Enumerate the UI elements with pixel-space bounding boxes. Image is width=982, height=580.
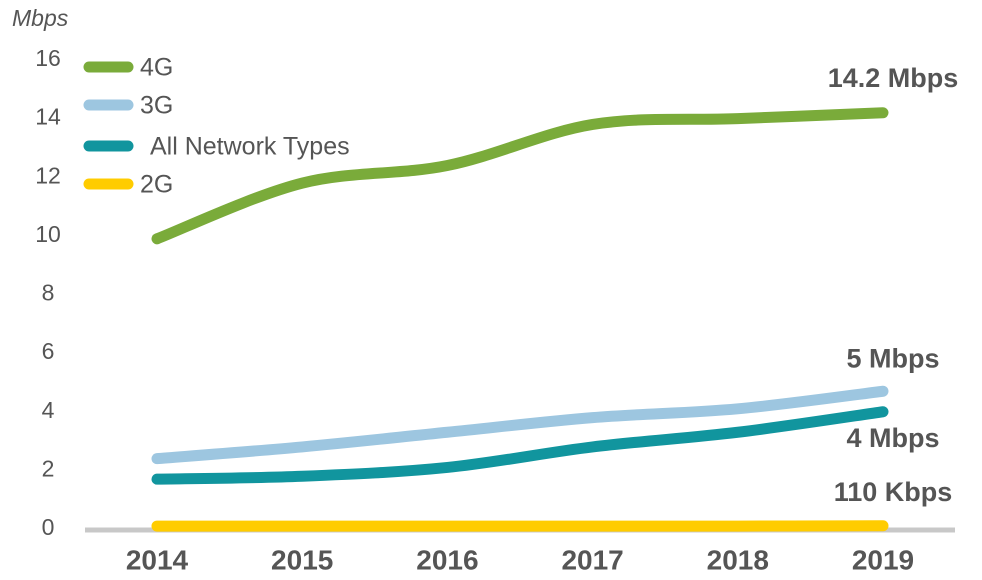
x-tick-label: 2014 <box>126 544 189 575</box>
y-tick-label: 12 <box>35 162 61 188</box>
end-label: 14.2 Mbps <box>828 63 959 93</box>
legend-label: 2G <box>140 171 173 199</box>
y-tick-label: 4 <box>42 397 55 423</box>
x-tick-label: 2018 <box>707 544 769 575</box>
y-tick-label: 10 <box>35 221 61 247</box>
y-tick-label: 16 <box>35 45 61 71</box>
series-line <box>151 385 889 465</box>
y-tick-label: 0 <box>42 514 55 540</box>
x-tick-label: 2017 <box>561 544 623 575</box>
series-line <box>151 406 889 485</box>
legend-label: All Network Types <box>150 133 350 161</box>
y-axis-label: Mbps <box>12 5 69 31</box>
legend-label: 3G <box>140 92 173 120</box>
y-tick-label: 2 <box>42 455 55 481</box>
y-tick-label: 6 <box>42 338 55 364</box>
end-label: 5 Mbps <box>846 343 939 373</box>
y-tick-label: 8 <box>42 280 55 306</box>
x-tick-label: 2015 <box>271 544 333 575</box>
y-tick-label: 14 <box>35 104 61 130</box>
series-line <box>151 107 889 245</box>
x-tick-label: 2016 <box>416 544 478 575</box>
end-label: 110 Kbps <box>834 477 953 507</box>
legend-label: 4G <box>140 54 173 82</box>
x-tick-label: 2019 <box>852 544 914 575</box>
end-label: 4 Mbps <box>846 423 939 453</box>
